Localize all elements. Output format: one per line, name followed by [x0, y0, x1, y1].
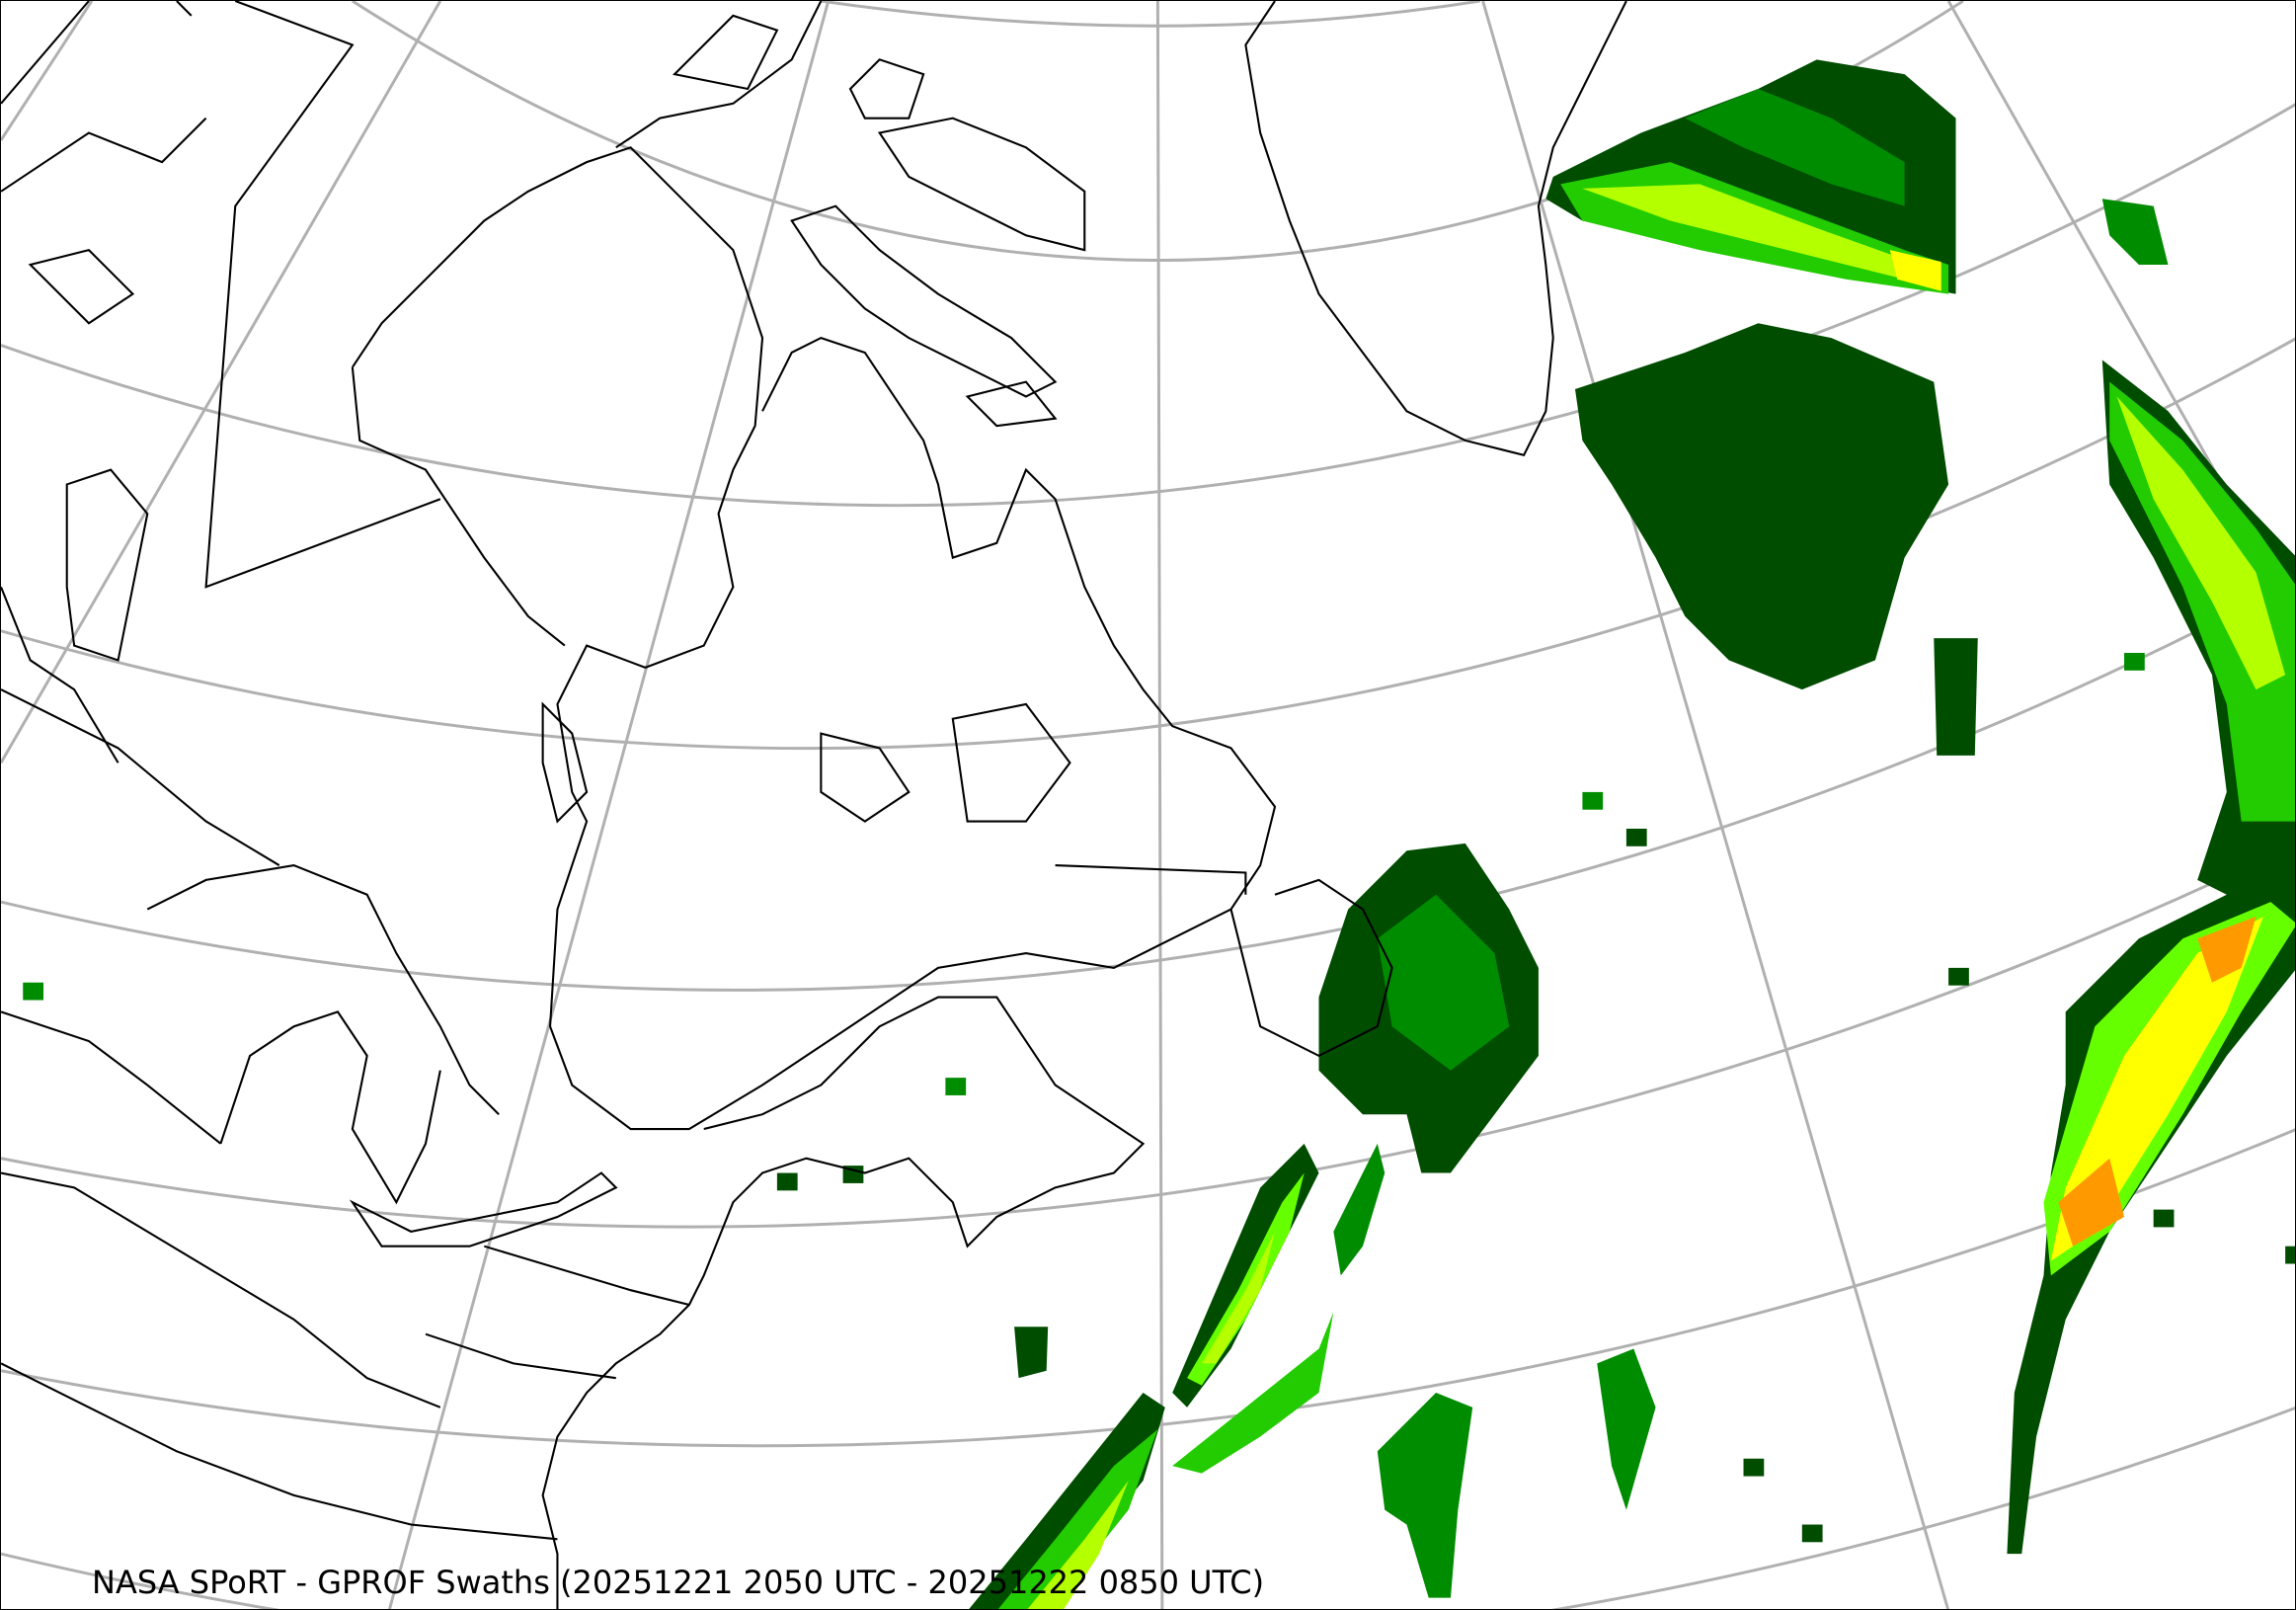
- coastline: [965, 380, 1058, 428]
- meridian-line: [1, 1, 94, 141]
- coastline: [877, 117, 1086, 252]
- precip-cell: [776, 1172, 798, 1191]
- coastline: [1, 1010, 222, 1145]
- coastline: [541, 996, 1146, 1609]
- precip-cell: [2116, 396, 2286, 690]
- precip-cell: [997, 1429, 1158, 1609]
- precip-cell: [2101, 199, 2169, 265]
- coastline: [1055, 864, 1247, 895]
- precip-cell: [1377, 1393, 1473, 1598]
- precip-cell: [2197, 916, 2256, 983]
- coastline: [820, 732, 910, 823]
- coastline: [1, 1, 90, 105]
- coastline: [848, 58, 925, 120]
- coastline: [1229, 878, 1393, 1058]
- coastline: [1, 1171, 441, 1409]
- precip-cell: [1377, 894, 1510, 1071]
- coastline: [351, 366, 566, 647]
- parallel-line: [1, 337, 2295, 751]
- precip-cell: [945, 1078, 967, 1095]
- coastline: [1, 117, 207, 193]
- coastline: [1244, 1, 1627, 456]
- precip-cell: [1934, 638, 1978, 756]
- precip-cell: [1582, 184, 1920, 280]
- coastline: [65, 468, 149, 662]
- precipitation-swaths: [23, 59, 2295, 1609]
- precip-cell: [1333, 1143, 1386, 1276]
- coastline: [28, 248, 135, 325]
- map-caption: NASA SPoRT - GPROF Swaths (20251221 2050…: [92, 1564, 1265, 1601]
- coastline: [1, 1362, 558, 1541]
- precip-cell: [842, 1166, 864, 1183]
- coastline: [615, 1, 823, 149]
- coastlines-and-borders: [1, 1, 1627, 1609]
- precip-cell: [1027, 1480, 1129, 1609]
- meridian-line: [387, 1, 831, 1609]
- precip-cell: [2285, 1246, 2295, 1264]
- coastline: [425, 1332, 616, 1380]
- precip-cell: [1582, 791, 1604, 810]
- precip-cell: [2153, 1209, 2175, 1228]
- coastline: [1, 586, 119, 764]
- coastline: [176, 1, 193, 17]
- precip-cell: [2007, 880, 2295, 1555]
- parallel-line: [821, 1, 1480, 28]
- precip-cell: [1743, 1458, 1765, 1477]
- precip-cell: [1172, 1312, 1334, 1474]
- precip-cell: [1014, 1327, 1049, 1379]
- precip-cell: [1625, 828, 1647, 846]
- coastline: [1, 688, 280, 866]
- precip-cell: [2058, 1158, 2125, 1247]
- precip-cell: [1685, 88, 1905, 206]
- coastline: [790, 204, 1058, 398]
- coastline: [352, 146, 1277, 1131]
- coastline: [219, 1010, 441, 1205]
- coastline: [541, 701, 589, 824]
- precip-cell: [2124, 653, 2145, 671]
- parallel-line: [1, 1407, 2295, 1609]
- coastline: [672, 14, 779, 91]
- coastline: [349, 1171, 618, 1248]
- precip-cell: [1597, 1348, 1656, 1510]
- meridian-line: [1155, 1, 1164, 1609]
- meridian-line: [1481, 1, 1950, 1609]
- precip-cell: [1574, 323, 1949, 690]
- coastline: [204, 1, 441, 589]
- coastline: [484, 1245, 690, 1307]
- precip-cell: [1889, 250, 1941, 291]
- precip-cell: [1187, 1172, 1305, 1386]
- precip-cell: [1948, 967, 1969, 986]
- precip-cell: [1801, 1524, 1823, 1543]
- precip-cell: [23, 982, 44, 1001]
- coastline: [951, 702, 1071, 823]
- coastline: [146, 863, 500, 1115]
- meridian-line: [1, 1, 442, 764]
- precip-cell: [969, 1393, 1165, 1609]
- parallel-line: [1, 843, 2295, 1229]
